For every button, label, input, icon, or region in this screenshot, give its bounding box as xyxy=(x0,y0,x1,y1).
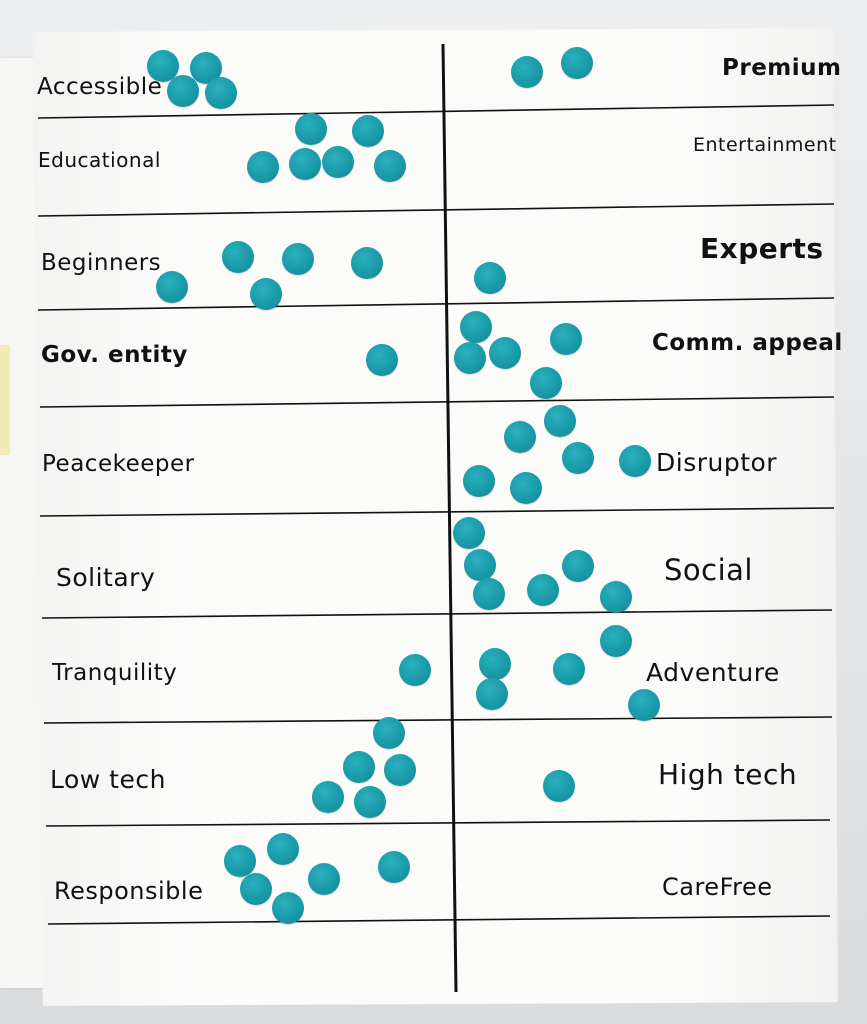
sticker-dot xyxy=(366,344,398,376)
scale-right-label: Experts xyxy=(700,232,824,265)
sticker-dot xyxy=(479,648,511,680)
sticker-dot xyxy=(378,851,410,883)
sticker-dot xyxy=(562,442,594,474)
scale-right-label: Social xyxy=(664,553,753,587)
sticker-dot xyxy=(282,243,314,275)
sticker-dot xyxy=(267,833,299,865)
scale-right-label: Disruptor xyxy=(656,448,778,477)
sticker-dot xyxy=(354,786,386,818)
row-divider-line xyxy=(39,507,835,517)
sticker-dot xyxy=(322,146,354,178)
scale-right-label: Adventure xyxy=(646,658,780,687)
scale-right-label: High tech xyxy=(658,758,798,791)
center-divider-line xyxy=(441,43,458,993)
scale-left-label: Peacekeeper xyxy=(42,451,195,477)
sticker-dot xyxy=(399,654,431,686)
sticker-dot xyxy=(619,445,651,477)
sticker-dot xyxy=(544,405,576,437)
scale-right-label: Comm. appeal xyxy=(652,330,843,356)
sticker-dot xyxy=(289,148,321,180)
sticker-dot xyxy=(463,465,495,497)
scale-left-label: Low tech xyxy=(50,765,166,794)
sticker-dot xyxy=(562,550,594,582)
sticker-dot xyxy=(489,337,521,369)
sticker-dot xyxy=(312,781,344,813)
sticker-dot xyxy=(453,517,485,549)
sticker-dot xyxy=(205,77,237,109)
sticker-dot xyxy=(373,717,405,749)
sticker-dot xyxy=(374,150,406,182)
sticker-dot xyxy=(454,342,486,374)
scale-left-label: Educational xyxy=(38,148,161,172)
sticker-dot xyxy=(628,689,660,721)
sticker-dot xyxy=(272,892,304,924)
sticker-dot xyxy=(352,115,384,147)
sticker-dot xyxy=(561,47,593,79)
row-divider-line xyxy=(41,609,833,619)
scale-left-label: Solitary xyxy=(56,563,156,592)
scale-right-label: Entertainment xyxy=(693,134,837,156)
sticker-dot xyxy=(464,549,496,581)
sticker-dot xyxy=(295,113,327,145)
row-divider-line xyxy=(45,819,831,827)
row-divider-line xyxy=(37,297,835,311)
sticker-dot xyxy=(460,311,492,343)
row-divider-line xyxy=(43,716,833,724)
sticker-dot xyxy=(473,578,505,610)
sticky-note xyxy=(0,345,10,455)
row-divider-line xyxy=(37,203,835,217)
row-divider-line xyxy=(39,396,835,408)
scale-left-label: Accessible xyxy=(37,74,163,100)
sticker-dot xyxy=(384,754,416,786)
sticker-dot xyxy=(167,75,199,107)
sticker-dot xyxy=(600,581,632,613)
flipchart-sheet xyxy=(32,28,838,1006)
scale-left-label: Gov. entity xyxy=(41,342,188,368)
sticker-dot xyxy=(351,247,383,279)
sticker-dot xyxy=(527,574,559,606)
sticker-dot xyxy=(224,845,256,877)
sticker-dot xyxy=(247,151,279,183)
sticker-dot xyxy=(511,56,543,88)
sticker-dot xyxy=(600,625,632,657)
sticker-dot xyxy=(343,751,375,783)
scale-left-label: Responsible xyxy=(54,877,204,905)
scale-right-label: CareFree xyxy=(662,873,773,901)
scale-left-label: Beginners xyxy=(41,250,162,276)
sticker-dot xyxy=(476,678,508,710)
sticker-dot xyxy=(553,653,585,685)
sticker-dot xyxy=(156,271,188,303)
row-divider-line xyxy=(47,915,831,925)
sticker-dot xyxy=(504,421,536,453)
sticker-dot xyxy=(550,323,582,355)
sticker-dot xyxy=(543,770,575,802)
sticker-dot xyxy=(250,278,282,310)
sticker-dot xyxy=(222,241,254,273)
sticker-dot xyxy=(510,472,542,504)
sticker-dot xyxy=(240,873,272,905)
sticker-dot xyxy=(530,367,562,399)
sticker-dot xyxy=(474,262,506,294)
row-divider-line xyxy=(37,104,835,119)
scale-right-label: Premium xyxy=(722,55,842,81)
sticker-dot xyxy=(308,863,340,895)
scale-left-label: Tranquility xyxy=(52,660,178,686)
